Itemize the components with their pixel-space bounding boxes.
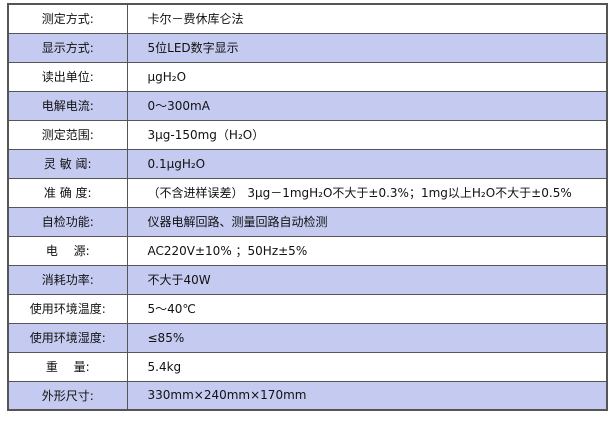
spec-label: 灵 敏 阈: [7,148,128,179]
spec-row: 外形尺寸: 330mm×240mm×170mm [7,380,608,411]
spec-row: 电解电流: 0～300mA [7,90,608,121]
spec-row: 测定范围: 3μg-150mg（H₂O） [7,119,608,150]
spec-row: 重 量: 5.4kg [7,351,608,382]
spec-value: 5位LED数字显示 [126,32,608,63]
spec-label: 准 确 度: [7,177,128,208]
spec-value: 仪器电解回路、测量回路自动检测 [126,206,608,237]
spec-value: 0.1μgH₂O [126,148,608,179]
spec-value: 卡尔－费休库仑法 [126,3,608,34]
spec-value: 5.4kg [126,351,608,382]
spec-row: 准 确 度: （不含进样误差） 3μg－1mgH₂O不大于±0.3%；1mg以上H… [7,177,608,208]
spec-label: 电 源: [7,235,128,266]
spec-value: 不大于40W [126,264,608,295]
spec-value: 330mm×240mm×170mm [126,380,608,411]
spec-label: 自检功能: [7,206,128,237]
spec-row: 电 源: AC220V±10% ；50Hz±5% [7,235,608,266]
spec-label: 使用环境温度: [7,293,128,324]
spec-label: 读出单位: [7,61,128,92]
spec-label: 消耗功率: [7,264,128,295]
spec-row: 使用环境温度: 5～40℃ [7,293,608,324]
spec-label: 重 量: [7,351,128,382]
spec-value: 0～300mA [126,90,608,121]
spec-row: 读出单位: μgH₂O [7,61,608,92]
spec-label: 电解电流: [7,90,128,121]
spec-row: 消耗功率: 不大于40W [7,264,608,295]
spec-value: （不含进样误差） 3μg－1mgH₂O不大于±0.3%；1mg以上H₂O不大于±… [126,177,608,208]
spec-value: ≤85% [126,322,608,353]
spec-value: 3μg-150mg（H₂O） [126,119,608,150]
spec-value: 5～40℃ [126,293,608,324]
spec-row: 使用环境湿度: ≤85% [7,322,608,353]
spec-label: 测定方式: [7,3,128,34]
spec-table: 测定方式: 卡尔－费休库仑法 显示方式: 5位LED数字显示 读出单位: μgH₂O 电解电… [7,3,608,411]
spec-label: 外形尺寸: [7,380,128,411]
spec-row: 灵 敏 阈: 0.1μgH₂O [7,148,608,179]
spec-label: 显示方式: [7,32,128,63]
spec-row: 测定方式: 卡尔－费休库仑法 [7,3,608,34]
spec-value: μgH₂O [126,61,608,92]
spec-row: 自检功能: 仪器电解回路、测量回路自动检测 [7,206,608,237]
spec-label: 测定范围: [7,119,128,150]
spec-label: 使用环境湿度: [7,322,128,353]
spec-value: AC220V±10% ；50Hz±5% [126,235,608,266]
spec-row: 显示方式: 5位LED数字显示 [7,32,608,63]
